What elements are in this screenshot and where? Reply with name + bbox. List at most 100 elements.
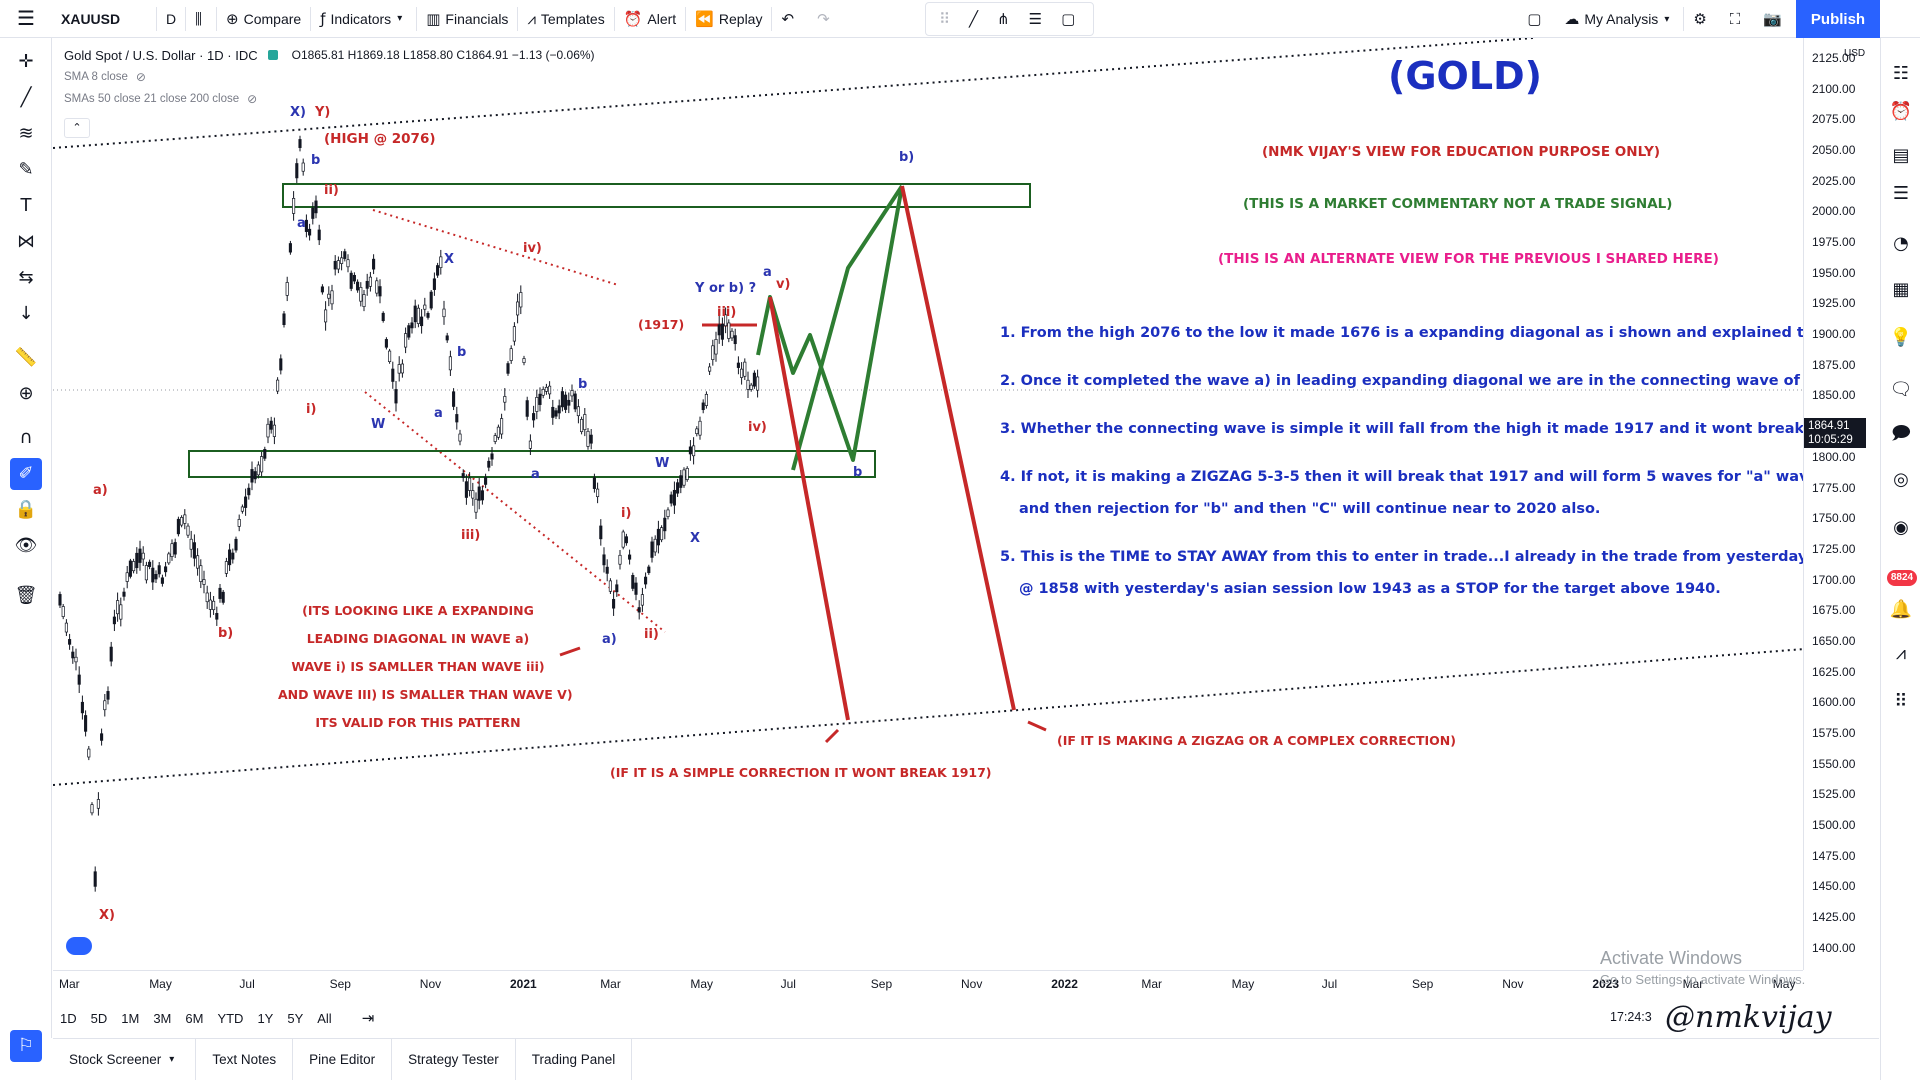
legend-collapse-button[interactable]: ⌃	[64, 118, 90, 138]
trend-line-tool-icon[interactable]: ╱	[20, 87, 32, 108]
currency-label: USD	[1844, 48, 1866, 59]
layout-select-icon[interactable]: ▢	[1527, 10, 1542, 28]
camera-icon[interactable]: 📷	[1763, 10, 1782, 28]
candle-body	[525, 400, 529, 417]
pitchfork-icon[interactable]: ⋔	[997, 10, 1010, 28]
chart-pane[interactable]	[53, 38, 1803, 970]
tab-trading-panel[interactable]: Trading Panel	[516, 1038, 633, 1080]
red-drop-zigzag-path	[900, 185, 1016, 711]
tradingview-logo-icon[interactable]	[66, 937, 92, 955]
alert-button[interactable]: ⏰ Alert	[623, 9, 677, 28]
candle-body	[279, 358, 283, 371]
time-tick: Jul	[239, 977, 255, 991]
data-window-icon[interactable]: ▤	[1892, 145, 1910, 166]
ruler-icon[interactable]: 📏	[14, 347, 38, 368]
prediction-tool-icon[interactable]: ⇆	[18, 267, 34, 288]
candle-body	[320, 286, 324, 293]
legend-smas[interactable]: SMAs 50 close 21 close 200 close ⊘	[64, 92, 258, 106]
candle-body	[109, 646, 113, 662]
indicators-button[interactable]: ƒ Indicators ▾	[320, 9, 403, 28]
text-tool-icon[interactable]: T	[20, 195, 32, 216]
drag-handle-icon[interactable]: ⠿	[939, 10, 950, 28]
financials-button[interactable]: ▥ Financials	[426, 9, 509, 28]
eye-icon[interactable]: 👁	[14, 535, 38, 556]
hotlists-icon[interactable]: ☰	[1892, 183, 1910, 204]
menu-icon[interactable]: ☰	[17, 8, 35, 30]
time-tick: Sep	[329, 977, 351, 991]
range-all[interactable]: All	[317, 1010, 332, 1026]
order-panel-icon[interactable]: ⠿	[1894, 691, 1908, 712]
red-drop-simple-path	[768, 296, 850, 721]
candle-body	[688, 446, 692, 455]
range-5d[interactable]: 5D	[90, 1010, 108, 1026]
candle-body	[122, 591, 126, 597]
wave-label: iv)	[748, 420, 767, 435]
candle-body	[692, 445, 696, 457]
trash-icon[interactable]: 🗑	[14, 585, 38, 606]
ideas-icon[interactable]: 💡	[1889, 327, 1913, 348]
drawing-mode-icon[interactable]: ✐	[10, 458, 42, 490]
replay-button[interactable]: ⏪ Replay	[695, 9, 763, 28]
alerts-icon[interactable]: ⏰	[1889, 101, 1913, 122]
tab-text-notes[interactable]: Text Notes	[196, 1038, 294, 1080]
range-1m[interactable]: 1M	[121, 1010, 140, 1026]
messages-icon[interactable]: 🗩	[1891, 423, 1911, 444]
brush-icon[interactable]: ✎	[18, 159, 34, 180]
range-ytd[interactable]: YTD	[217, 1010, 244, 1026]
rectangle-icon[interactable]: ▢	[1061, 10, 1076, 28]
candle-body	[733, 335, 737, 345]
calendar-icon[interactable]: ▦	[1892, 279, 1910, 300]
eye-off-icon[interactable]: ⊘	[135, 70, 146, 84]
publish-button[interactable]: Publish	[1796, 0, 1880, 38]
time-axis[interactable]: Mar May Jul Sep Nov 2021 Mar May Jul Sep Nov 2022 Ma…	[53, 970, 1803, 996]
legend-sma8[interactable]: SMA 8 close ⊘	[64, 70, 146, 84]
wave-label: b	[853, 465, 863, 480]
eye-off-icon[interactable]: ⊘	[247, 92, 258, 106]
candle-body	[477, 486, 481, 501]
range-1y[interactable]: 1Y	[257, 1010, 274, 1026]
range-5y[interactable]: 5Y	[287, 1010, 304, 1026]
candle-body	[58, 594, 62, 606]
price-axis[interactable]: USD 2125.00 2100.00 2075.00 2050.00 2025.00 2…	[1803, 38, 1877, 970]
broadcast-icon[interactable]: ◉	[1893, 517, 1909, 538]
arrow-down-icon[interactable]: ↓	[18, 303, 34, 324]
crosshair-icon[interactable]: ✛	[18, 51, 34, 72]
watchlist-icon[interactable]: ☷	[1892, 63, 1910, 84]
lock-icon[interactable]: 🔒	[14, 499, 38, 520]
tab-pine-editor[interactable]: Pine Editor	[293, 1038, 393, 1080]
clock[interactable]: 17:24:3	[1610, 1010, 1652, 1024]
trend-icon[interactable]: ⩘	[1895, 643, 1907, 664]
tab-strategy-tester[interactable]: Strategy Tester	[392, 1038, 516, 1080]
templates-button[interactable]: ⩘ Templates	[527, 9, 605, 28]
range-3m[interactable]: 3M	[153, 1010, 172, 1026]
interval-button[interactable]: D	[166, 10, 177, 27]
range-6m[interactable]: 6M	[185, 1010, 204, 1026]
symbol-search[interactable]: XAUUSD	[61, 10, 121, 27]
range-1d[interactable]: 1D	[60, 1010, 77, 1026]
fullscreen-icon[interactable]: ⛶	[1729, 10, 1741, 28]
magnet-icon[interactable]: ∩	[19, 427, 33, 448]
settings-gear-icon[interactable]: ⚙	[1693, 10, 1707, 28]
time-tick: 2022	[1051, 977, 1078, 991]
tab-stock-screener[interactable]: Stock Screener ▾	[53, 1038, 197, 1080]
undo-button[interactable]: ↶	[772, 0, 808, 38]
channel-upper-line	[53, 38, 1534, 149]
fib-retracement-icon[interactable]: ☰	[1028, 10, 1043, 28]
tv-logo-icon[interactable]: ⚐	[10, 1030, 42, 1062]
trend-line-icon[interactable]: ╱	[969, 10, 979, 28]
news-icon[interactable]: ◔	[1893, 233, 1909, 254]
notifications-icon[interactable]: 🔔	[1889, 599, 1913, 620]
time-tick: Mar	[1682, 977, 1704, 991]
pattern-tool-icon[interactable]: ⋈	[17, 231, 35, 252]
streams-icon[interactable]: ◎	[1893, 469, 1909, 490]
layout-name-button[interactable]: ☁ My Analysis ▾	[1564, 10, 1670, 28]
zoom-icon[interactable]: ⊕	[18, 383, 34, 404]
chart-type-button[interactable]: ⫼	[186, 0, 216, 38]
notification-badge[interactable]: 8824	[1887, 570, 1917, 586]
goto-date-icon[interactable]: ⇥	[361, 1009, 375, 1027]
redo-button[interactable]: ↷	[808, 0, 844, 38]
fib-tool-icon[interactable]: ≋	[18, 123, 34, 144]
compare-button[interactable]: ⊕ Compare	[226, 9, 302, 28]
chart-legend: Gold Spot / U.S. Dollar · 1D · IDC O1865…	[64, 44, 595, 110]
chat-icon[interactable]: 🗨	[1889, 379, 1913, 400]
